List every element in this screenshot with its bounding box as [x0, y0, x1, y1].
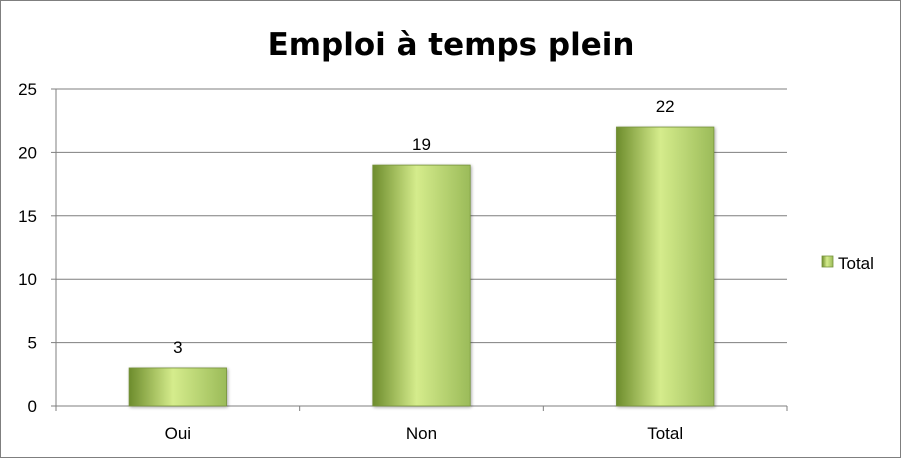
- y-tick-label: 20: [18, 143, 37, 162]
- y-tick-label: 5: [28, 334, 37, 353]
- bar-oui: [128, 367, 227, 407]
- y-tick-label: 15: [18, 207, 37, 226]
- bar-total: [616, 126, 715, 407]
- y-tick-label: 0: [28, 397, 37, 416]
- legend-swatch: [821, 255, 834, 268]
- chart-title: Emploi à temps plein: [268, 27, 635, 63]
- legend: Total: [821, 254, 874, 273]
- y-axis-ticks: 0 5 10 15 20 25: [18, 80, 37, 416]
- data-label-oui: 3: [173, 338, 182, 357]
- x-tick-label: Non: [406, 424, 437, 443]
- bars: [128, 126, 715, 407]
- bar-non: [372, 164, 471, 407]
- data-label-non: 19: [412, 135, 431, 154]
- y-tick-label: 25: [18, 80, 37, 99]
- data-label-total: 22: [656, 97, 675, 116]
- legend-label: Total: [838, 254, 874, 273]
- x-tick-label: Oui: [165, 424, 191, 443]
- x-tick-label: Total: [647, 424, 683, 443]
- y-tick-label: 10: [18, 270, 37, 289]
- data-labels: 3 19 22: [173, 97, 675, 357]
- x-axis-ticks: Oui Non Total: [165, 424, 684, 443]
